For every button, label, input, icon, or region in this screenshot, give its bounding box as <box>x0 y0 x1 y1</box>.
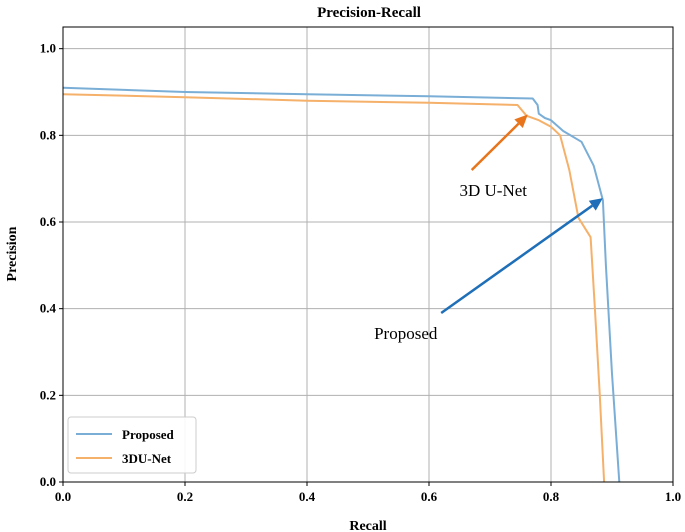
annotation-layer: 3D U-Net Proposed <box>374 114 603 343</box>
chart-title: Precision-Recall <box>317 5 421 21</box>
y-axis-label: Precision <box>5 226 20 281</box>
legend-label: Proposed <box>122 427 175 442</box>
y-tick-label: 0.4 <box>40 301 57 316</box>
series-line-3du-net <box>62 93 606 483</box>
plot-frame <box>62 26 674 483</box>
ticks: 0.0 0.2 0.4 0.6 0.8 1.0 0.0 0.2 0.4 0.6 0.8 1.0 <box>40 41 681 504</box>
x-axis-label: Recall <box>349 519 386 532</box>
y-tick-label: 1.0 <box>40 41 56 56</box>
legend: Proposed 3DU-Net <box>67 416 197 474</box>
y-tick-label: 0.2 <box>40 387 56 402</box>
x-tick-label: 0.0 <box>55 489 71 504</box>
annotation-label: 3D U-Net <box>460 181 528 200</box>
annotation-arrow-head-0 <box>514 114 528 128</box>
y-tick-label: 0.8 <box>40 127 57 142</box>
series-layer <box>62 86 621 483</box>
legend-label: 3DU-Net <box>122 451 172 466</box>
y-tick-label: 0.6 <box>40 214 57 229</box>
y-tick-label: 0.0 <box>40 474 56 489</box>
annotation-arrow-shaft-1 <box>440 204 593 315</box>
annotation-arrow-head-1 <box>588 198 603 211</box>
x-tick-label: 0.6 <box>421 489 438 504</box>
annotation-label: Proposed <box>374 324 438 343</box>
x-tick-label: 0.8 <box>543 489 560 504</box>
annotation-arrow-shaft-0 <box>470 122 520 171</box>
x-tick-label: 0.2 <box>177 489 193 504</box>
x-tick-label: 0.4 <box>299 489 316 504</box>
series-line-proposed <box>62 86 621 483</box>
x-tick-label: 1.0 <box>665 489 681 504</box>
